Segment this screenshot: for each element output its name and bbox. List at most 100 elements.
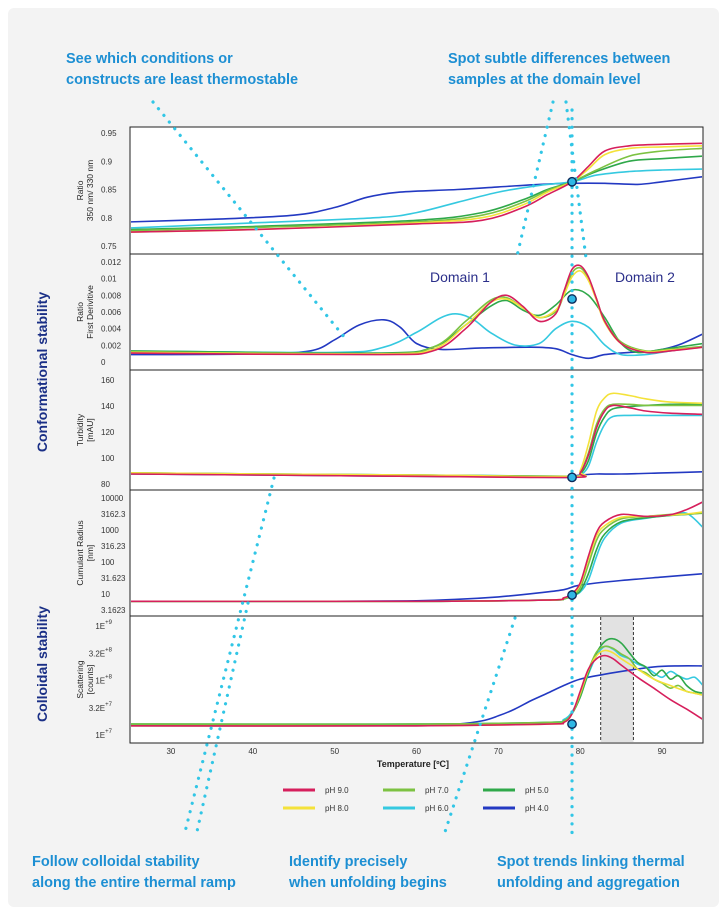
series-line-ph-4-0 xyxy=(131,318,702,360)
y-tick-label: 316.23 xyxy=(101,542,126,551)
x-tick-label: 30 xyxy=(166,747,175,756)
y-tick-label: 1E+9 xyxy=(95,620,112,631)
y-tick-label: 0 xyxy=(101,358,106,367)
legend: pH 9.0 pH 8.0 pH 7.0 pH 6.0 pH 5.0 pH 4.0 xyxy=(283,786,549,813)
callout-line: unfolding and aggregation xyxy=(497,875,680,891)
y-tick-label: 0.012 xyxy=(101,258,122,267)
pointer-layer xyxy=(151,100,588,840)
y-axis-label-line: Turbidity xyxy=(75,413,85,446)
panel-frame xyxy=(129,369,704,491)
y-tick-label: 3.1623 xyxy=(101,606,126,615)
callout-colloidal-stability: Follow colloidal stability along the ent… xyxy=(32,852,236,894)
dotted-pointer-line xyxy=(194,601,250,838)
y-tick-label: 10000 xyxy=(101,494,124,503)
callout-line: Identify precisely xyxy=(289,854,408,870)
legend-label: pH 4.0 xyxy=(525,804,549,813)
panel-1: 0.95 0.9 0.85 0.8 0.75 Ratio350 nm/ 330 nm xyxy=(75,126,704,255)
shaded-region xyxy=(600,617,634,742)
legend-item: pH 9.0 xyxy=(283,786,349,795)
y-tick-label: 3.2E+7 xyxy=(89,702,113,713)
y-tick-label: 3162.3 xyxy=(101,510,126,519)
dotted-pointer-line xyxy=(151,100,347,340)
series-line-ph-8-0 xyxy=(131,392,702,478)
series-group xyxy=(131,142,702,233)
y-tick-label: 0.008 xyxy=(101,291,122,300)
series-line-ph-7-0 xyxy=(131,147,702,232)
series-line-ph-6-0 xyxy=(131,168,702,229)
y-tick-mantissa: 1E xyxy=(95,677,105,686)
y-tick-exponent: +7 xyxy=(105,729,113,735)
series-line-ph-9-0 xyxy=(131,264,702,356)
legend-label: pH 5.0 xyxy=(525,786,549,795)
x-axis-label: Temperature [ºC] xyxy=(377,759,449,769)
panel-frame xyxy=(129,253,704,371)
y-axis-label-line: [nm] xyxy=(85,545,95,562)
legend-item: pH 5.0 xyxy=(483,786,549,795)
y-tick-label: 0.8 xyxy=(101,214,113,223)
y-tick-label: 100 xyxy=(101,558,115,567)
dotted-pointer-line xyxy=(182,476,276,838)
y-axis-label: RatioFirst Derivitive xyxy=(75,285,95,339)
legend-item: pH 7.0 xyxy=(383,786,449,795)
series-line-ph-4-0 xyxy=(131,176,702,223)
callout-line: Spot trends linking thermal xyxy=(497,854,685,870)
y-axis-label: Turbidity[mAU] xyxy=(75,413,95,446)
y-axis-label-line: 350 nm/ 330 nm xyxy=(85,160,95,221)
y-tick-label: 160 xyxy=(101,376,115,385)
callout-line: when unfolding begins xyxy=(289,875,447,891)
series-line-ph-6-0 xyxy=(131,313,702,357)
x-tick-label: 70 xyxy=(494,747,503,756)
domain-2-label: Domain 2 xyxy=(615,269,675,285)
callout-unfolding-begins: Identify precisely when unfolding begins xyxy=(289,852,447,894)
callout-line: constructs are least thermostable xyxy=(66,72,299,88)
y-tick-label: 1E+7 xyxy=(95,729,112,740)
callout-line: See which conditions or xyxy=(66,51,233,67)
y-tick-label: 0.75 xyxy=(101,242,117,251)
y-tick-label: 10 xyxy=(101,590,110,599)
y-axis-label-line: [counts] xyxy=(85,665,95,695)
panel-3: 160 140 120 100 80 Turbidity[mAU] xyxy=(75,369,704,491)
y-axis-label: Scattering[counts] xyxy=(75,660,95,699)
y-tick-mantissa: 3.2E xyxy=(89,649,105,658)
panel-2: 0.012 0.01 0.008 0.006 0.004 0.002 0 RatioFirst… xyxy=(75,253,704,371)
y-axis-label: Ratio350 nm/ 330 nm xyxy=(75,160,95,221)
y-axis-label: Cumulant Radius[nm] xyxy=(75,520,95,585)
callout-line: Follow colloidal stability xyxy=(32,854,200,870)
dotted-pointer-line xyxy=(515,100,555,258)
y-tick-label: 1000 xyxy=(101,526,119,535)
callout-domain-level: Spot subtle differences between samples … xyxy=(448,49,670,91)
section-label-colloidal: Colloidal stability xyxy=(34,606,50,722)
legend-label: pH 7.0 xyxy=(425,786,449,795)
y-axis-label-line: Ratio xyxy=(75,302,85,322)
y-tick-label: 140 xyxy=(101,402,115,411)
callout-trends-aggregation: Spot trends linking thermal unfolding an… xyxy=(497,852,685,894)
y-tick-label: 3.2E+8 xyxy=(89,647,113,658)
domain-1-label: Domain 1 xyxy=(430,269,490,285)
highlight-marker xyxy=(567,719,577,729)
panel-4: 10000 3162.3 1000 316.23 100 31.623 10 3.1623 Cu… xyxy=(75,489,704,617)
y-axis-label-line: Scattering xyxy=(75,660,85,699)
series-line-ph-9-0 xyxy=(131,501,702,603)
labels-layer: Conformational stability Colloidal stabi… xyxy=(34,269,675,769)
x-tick-label: 90 xyxy=(658,747,667,756)
callout-line: samples at the domain level xyxy=(448,72,641,88)
highlight-marker xyxy=(567,590,577,600)
y-tick-label: 100 xyxy=(101,454,115,463)
series-group xyxy=(131,264,702,360)
x-axis: 30 40 50 60 70 80 90 xyxy=(166,747,667,756)
series-line-ph-9-0 xyxy=(131,654,702,727)
y-tick-label: 0.006 xyxy=(101,308,122,317)
legend-label: pH 6.0 xyxy=(425,804,449,813)
y-tick-exponent: +9 xyxy=(105,620,113,626)
legend-label: pH 8.0 xyxy=(325,804,349,813)
series-line-ph-9-0 xyxy=(131,142,702,233)
highlight-marker xyxy=(567,176,577,187)
y-tick-label: 0.004 xyxy=(101,325,122,334)
legend-label: pH 9.0 xyxy=(325,786,349,795)
panel-5: 1E+93.2E+81E+83.2E+71E+7Scattering[count… xyxy=(75,615,704,744)
legend-item: pH 8.0 xyxy=(283,804,349,813)
y-tick-mantissa: 1E xyxy=(95,731,105,740)
